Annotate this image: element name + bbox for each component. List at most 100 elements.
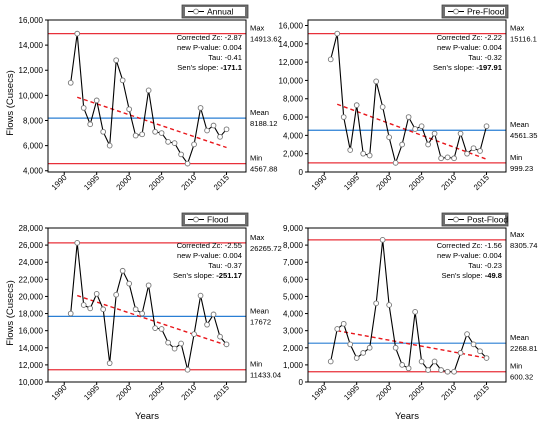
plot-frame bbox=[307, 227, 507, 383]
data-point bbox=[464, 150, 470, 157]
min-label: Min bbox=[250, 154, 262, 163]
legend-marker-swatch bbox=[453, 8, 459, 15]
y-tick-label: 6,000 bbox=[23, 142, 44, 151]
max-value: 15116.1 bbox=[510, 35, 537, 44]
sens-slope-trend-line bbox=[76, 96, 227, 149]
min-value: 600.32 bbox=[510, 373, 533, 382]
data-point bbox=[197, 292, 204, 299]
max-label: Max bbox=[250, 24, 265, 33]
data-point bbox=[184, 160, 191, 167]
y-tick-label: 12,000 bbox=[19, 66, 44, 75]
y-tick-label: 6,000 bbox=[283, 275, 304, 284]
data-point bbox=[204, 321, 210, 328]
x-tick-label: 2015 bbox=[212, 383, 231, 402]
data-point bbox=[67, 310, 74, 317]
data-point bbox=[360, 150, 367, 157]
y-tick-label: 10,000 bbox=[19, 378, 44, 387]
data-point bbox=[204, 127, 210, 134]
data-point bbox=[340, 320, 347, 327]
data-point bbox=[353, 355, 360, 361]
y-tick-label: 8,000 bbox=[283, 241, 304, 250]
stat-sens-slope-value: -197.91 bbox=[476, 63, 503, 72]
data-point bbox=[119, 77, 126, 84]
stat-corrected-zc: Corrected Zc: -2.22 bbox=[437, 33, 502, 42]
x-tick-label: 2010 bbox=[180, 383, 199, 402]
y-tick-label: 1,000 bbox=[283, 361, 304, 370]
legend-inner bbox=[185, 215, 245, 224]
y-tick-label: 16,000 bbox=[19, 16, 44, 25]
min-value: 4567.88 bbox=[250, 165, 277, 174]
max-value: 26265.72 bbox=[250, 244, 282, 253]
chart-panel-pre-flood: Max 15116.1 Mean 4561.35 Min 999.23 0 2,000 4,00… bbox=[279, 4, 537, 192]
y-tick-label: 12,000 bbox=[19, 361, 44, 370]
data-point bbox=[158, 326, 165, 332]
x-tick-label: 1995 bbox=[82, 173, 101, 192]
legend-inner bbox=[185, 7, 245, 16]
mean-label: Mean bbox=[250, 108, 269, 117]
x-tick-label: 1995 bbox=[342, 383, 361, 402]
y-tick-label: 28,000 bbox=[19, 224, 44, 233]
legend-inner bbox=[445, 7, 505, 16]
stat-tau: Tau: -0.23 bbox=[468, 261, 502, 270]
data-point bbox=[483, 355, 490, 361]
data-point bbox=[178, 340, 184, 347]
stat-sens-slope: Sen's slope: -49.8 bbox=[441, 271, 502, 280]
data-point bbox=[132, 306, 139, 313]
data-point bbox=[132, 132, 139, 139]
mean-value: 17672 bbox=[250, 317, 271, 326]
data-point bbox=[223, 341, 230, 348]
x-tick-label: 2000 bbox=[375, 383, 394, 402]
data-point bbox=[405, 114, 412, 120]
y-tick-label: 2,000 bbox=[283, 150, 304, 159]
max-label: Max bbox=[510, 24, 525, 33]
data-point bbox=[119, 267, 126, 274]
data-point bbox=[197, 105, 204, 111]
data-point bbox=[412, 126, 418, 132]
data-point bbox=[418, 123, 425, 130]
stat-tau: Tau: -0.32 bbox=[468, 53, 502, 62]
data-point bbox=[444, 368, 451, 375]
data-point bbox=[431, 130, 438, 137]
min-label: Min bbox=[510, 362, 522, 371]
y-tick-label: 22,000 bbox=[19, 275, 44, 284]
stat-sens-slope-value: -49.8 bbox=[485, 271, 502, 280]
data-point bbox=[457, 130, 464, 137]
stat-sens-slope-value: -171.1 bbox=[220, 63, 242, 72]
y-tick-label: 6,000 bbox=[283, 113, 304, 122]
data-point bbox=[392, 160, 399, 166]
data-point bbox=[425, 141, 431, 148]
y-tick-label: 0 bbox=[299, 378, 304, 387]
x-tick-label: 2015 bbox=[212, 173, 231, 192]
y-tick-label: 4,000 bbox=[283, 310, 304, 319]
data-point bbox=[80, 105, 87, 111]
min-label: Min bbox=[250, 360, 262, 369]
max-label: Max bbox=[510, 230, 525, 239]
legend: Annual bbox=[181, 4, 249, 19]
y-tick-label: 24,000 bbox=[19, 258, 44, 267]
data-point bbox=[366, 152, 373, 159]
data-point bbox=[444, 154, 451, 161]
x-axis-title-left: Years bbox=[135, 411, 159, 422]
y-tick-label: 20,000 bbox=[19, 292, 44, 301]
legend-marker-swatch bbox=[193, 8, 199, 15]
y-tick-label: 18,000 bbox=[19, 310, 44, 319]
y-tick-label: 3,000 bbox=[283, 327, 304, 336]
x-tick-label: 2005 bbox=[407, 383, 426, 402]
series-line bbox=[70, 33, 227, 165]
data-point bbox=[366, 344, 373, 351]
max-value: 14913.62 bbox=[250, 35, 282, 44]
plot-frame bbox=[47, 227, 247, 383]
data-point bbox=[405, 365, 412, 372]
data-point bbox=[74, 30, 81, 37]
x-tick-label: 2005 bbox=[147, 173, 166, 192]
data-point bbox=[100, 128, 107, 135]
stat-sens-slope: Sen's slope: -251.17 bbox=[173, 271, 242, 280]
legend: Flood bbox=[181, 212, 249, 227]
data-point bbox=[379, 237, 386, 243]
data-point bbox=[386, 302, 392, 308]
series-line bbox=[330, 33, 488, 165]
y-tick-label: 12,000 bbox=[279, 58, 304, 67]
stat-sens-slope: Sen's slope: -197.91 bbox=[433, 63, 503, 72]
data-point bbox=[191, 141, 197, 148]
mean-label: Mean bbox=[250, 306, 269, 315]
